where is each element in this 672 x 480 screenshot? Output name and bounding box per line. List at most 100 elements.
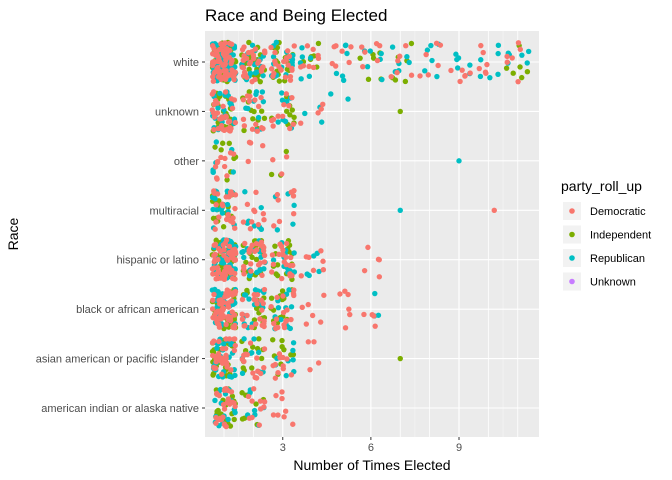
- data-point: [214, 206, 220, 213]
- data-point: [232, 270, 238, 277]
- data-point: [285, 62, 291, 68]
- data-point: [211, 101, 217, 108]
- data-point: [258, 239, 265, 245]
- data-point: [223, 423, 229, 430]
- data-point: [256, 422, 262, 428]
- data-point: [244, 201, 251, 208]
- x-tick-label: 6: [368, 442, 374, 454]
- data-point: [246, 98, 253, 104]
- data-point: [517, 46, 523, 53]
- data-point: [303, 321, 310, 327]
- data-point: [231, 155, 237, 162]
- data-point: [280, 365, 287, 372]
- data-point: [290, 340, 297, 346]
- data-point: [270, 412, 277, 418]
- data-point: [434, 73, 440, 80]
- data-point: [275, 119, 281, 125]
- y-tick-label: american indian or alaska native: [41, 403, 199, 415]
- data-point: [346, 306, 352, 312]
- data-point: [281, 414, 287, 420]
- data-point: [253, 401, 259, 407]
- data-point: [290, 351, 297, 358]
- data-point: [253, 321, 259, 327]
- data-point: [283, 108, 290, 114]
- data-point: [345, 291, 351, 298]
- data-point: [260, 98, 267, 105]
- data-point: [274, 227, 281, 233]
- data-point: [271, 320, 277, 327]
- data-point: [435, 62, 441, 69]
- data-point: [247, 261, 254, 267]
- data-point: [289, 272, 295, 279]
- grid-lines: [205, 31, 539, 437]
- data-point: [252, 97, 258, 103]
- data-point: [220, 260, 227, 266]
- data-point: [288, 304, 295, 310]
- data-point: [246, 60, 253, 67]
- data-point: [246, 415, 253, 421]
- data-point: [484, 61, 490, 68]
- data-point: [320, 258, 326, 264]
- data-point: [254, 301, 260, 307]
- y-axis-title: Race: [5, 217, 21, 250]
- data-point: [284, 356, 290, 362]
- data-point: [275, 369, 281, 376]
- data-point: [519, 52, 525, 58]
- data-point: [211, 126, 217, 133]
- data-point: [343, 42, 349, 48]
- data-point: [270, 261, 277, 268]
- data-point: [261, 399, 268, 405]
- data-point: [524, 68, 531, 75]
- data-point: [223, 264, 229, 271]
- data-point: [261, 217, 267, 223]
- data-point: [331, 44, 337, 50]
- data-point: [389, 44, 396, 50]
- data-point: [230, 169, 237, 175]
- data-point: [214, 345, 220, 351]
- data-point: [261, 346, 268, 352]
- data-point: [290, 290, 297, 297]
- data-point: [273, 392, 279, 399]
- data-point: [319, 119, 325, 125]
- data-point: [259, 89, 266, 95]
- data-point: [220, 48, 227, 54]
- data-point: [250, 370, 256, 376]
- data-point: [254, 128, 261, 134]
- data-point: [282, 74, 289, 80]
- data-point: [214, 158, 221, 165]
- data-point: [388, 73, 394, 80]
- data-point: [255, 103, 262, 110]
- data-point: [495, 50, 501, 57]
- data-point: [226, 54, 232, 60]
- data-point: [280, 113, 286, 120]
- data-point: [228, 341, 234, 348]
- data-point: [224, 177, 230, 183]
- data-point: [252, 70, 259, 76]
- data-point: [220, 126, 226, 133]
- data-point: [225, 300, 231, 306]
- data-point: [261, 323, 267, 330]
- data-point: [272, 243, 278, 249]
- data-point: [360, 63, 366, 70]
- data-point: [307, 366, 313, 373]
- data-point: [280, 293, 286, 299]
- data-point: [510, 70, 516, 76]
- data-point: [218, 291, 224, 297]
- data-point: [279, 97, 286, 103]
- data-point: [342, 288, 348, 294]
- data-point: [240, 57, 246, 64]
- data-point: [258, 94, 264, 101]
- y-tick-label: black or african american: [76, 304, 199, 316]
- data-point: [276, 218, 283, 225]
- data-point: [376, 274, 383, 280]
- data-point: [303, 254, 310, 260]
- data-point: [299, 45, 305, 51]
- data-point: [288, 254, 294, 261]
- data-point: [218, 310, 225, 316]
- data-point: [246, 296, 252, 302]
- data-point: [232, 322, 238, 328]
- data-point: [245, 158, 251, 165]
- legend-marker: [569, 231, 575, 238]
- data-point: [253, 240, 260, 247]
- legend-title: party_roll_up: [561, 178, 642, 194]
